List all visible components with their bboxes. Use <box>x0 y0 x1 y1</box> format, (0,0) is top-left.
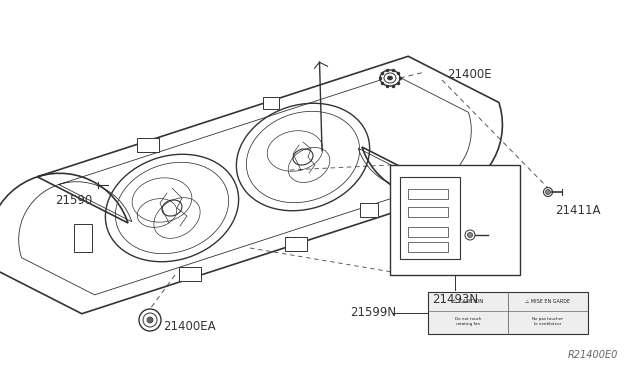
Text: R21400E0: R21400E0 <box>568 350 618 360</box>
Ellipse shape <box>467 232 472 237</box>
Text: ⚠ CAUTION: ⚠ CAUTION <box>452 299 484 304</box>
Bar <box>400 177 460 259</box>
Text: 21400E: 21400E <box>447 67 492 80</box>
FancyBboxPatch shape <box>360 203 378 217</box>
Text: 21400EA: 21400EA <box>163 321 216 334</box>
Text: ⚠ MISE EN GARDE: ⚠ MISE EN GARDE <box>525 299 571 304</box>
FancyBboxPatch shape <box>179 267 201 281</box>
Ellipse shape <box>380 70 400 86</box>
Ellipse shape <box>139 309 161 331</box>
Bar <box>408 207 448 217</box>
Ellipse shape <box>465 230 475 240</box>
FancyBboxPatch shape <box>263 97 279 109</box>
FancyBboxPatch shape <box>74 224 92 251</box>
Bar <box>390 165 520 275</box>
Ellipse shape <box>387 76 392 80</box>
Ellipse shape <box>147 317 153 323</box>
Text: Do not touch
rotating fan: Do not touch rotating fan <box>455 317 481 326</box>
Bar <box>428 292 588 334</box>
Text: 21590: 21590 <box>55 193 92 206</box>
Bar <box>408 227 448 237</box>
Text: Ne pas toucher
le ventilateur: Ne pas toucher le ventilateur <box>532 317 564 326</box>
Text: 21493N: 21493N <box>432 293 478 306</box>
Bar <box>408 189 448 199</box>
Ellipse shape <box>543 187 552 196</box>
Text: 21411A: 21411A <box>555 203 600 217</box>
Bar <box>408 242 448 252</box>
Text: 21599N: 21599N <box>350 307 396 320</box>
FancyBboxPatch shape <box>285 237 307 251</box>
FancyBboxPatch shape <box>137 138 159 152</box>
Ellipse shape <box>545 189 550 195</box>
